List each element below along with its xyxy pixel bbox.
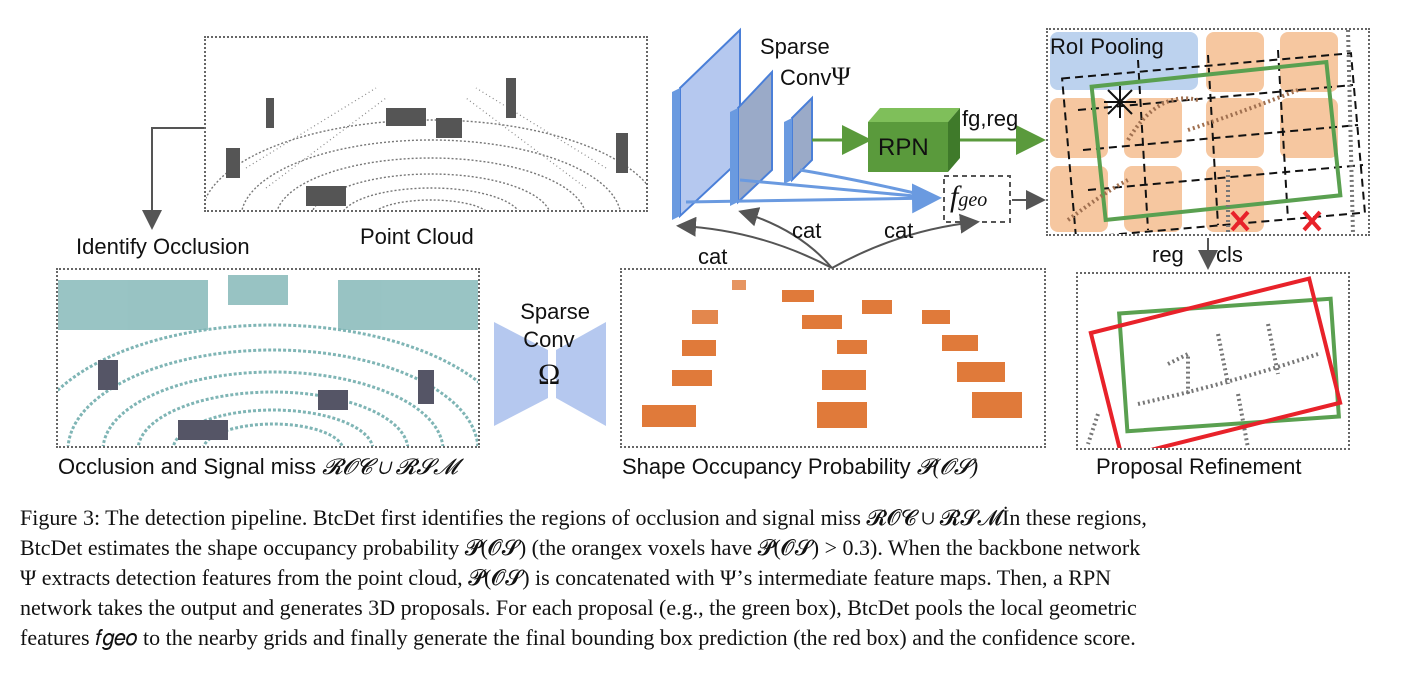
sparse-conv-omega-text: Sparse Conv (520, 299, 590, 352)
network-diagram (142, 27, 1218, 426)
f-geo-label: fgeo (950, 180, 987, 214)
reject-x-icons (1230, 210, 1322, 232)
shape-occupancy-caption-text: Shape Occupancy Probability (622, 454, 917, 479)
shape-occupancy-caption-math: 𝓟(𝓞𝓢) (916, 454, 979, 479)
occlusion-caption-text: Occlusion and Signal miss (58, 454, 323, 479)
cat-label-3: cat (884, 218, 914, 243)
sparse-conv-psi-label: Sparse (760, 34, 830, 59)
f-geo-subscript: geo (958, 189, 988, 211)
caption-line-2: BtcDet estimates the shape occupancy pro… (20, 535, 1141, 560)
feature-block-2 (730, 69, 773, 206)
shape-occupancy-image (642, 280, 1022, 428)
caption-line-1: Figure 3: The detection pipeline. BtcDet… (20, 505, 1147, 530)
omega-symbol: Ω (538, 358, 561, 391)
f-geo-symbol: f (950, 180, 959, 213)
cat-label-1: cat (698, 244, 728, 269)
occlusion-panel (56, 268, 480, 448)
caption-line-5: features 𝑓𝑔𝑒𝑜 to the nearby grids and fi… (20, 625, 1136, 650)
roi-pooling-panel (1046, 28, 1370, 236)
figure-caption: Figure 3: The detection pipeline. BtcDet… (20, 503, 1410, 653)
conv-psi-text: Conv (780, 65, 832, 90)
occlusion-image (58, 275, 478, 446)
sparse-conv-omega-block (494, 322, 606, 426)
proposal-refinement-panel (1076, 272, 1350, 450)
rpn-label: RPN (878, 134, 929, 161)
rpn-block (868, 108, 960, 172)
cls-label: cls (1216, 242, 1243, 267)
shape-occupancy-caption-label: Shape Occupancy Probability 𝓟(𝓞𝓢) (622, 454, 978, 480)
fg-reg-label: fg,reg (962, 106, 1019, 131)
occlusion-caption-label: Occlusion and Signal miss 𝓡𝓞𝓒 ∪ 𝓡𝓢𝓜 (58, 454, 458, 480)
point-cloud-panel (204, 36, 648, 212)
shape-occupancy-panel (620, 268, 1046, 448)
feature-block-3 (784, 95, 813, 184)
point-cloud-label: Point Cloud (360, 224, 474, 249)
roi-pooling-label: RoI Pooling (1050, 34, 1164, 59)
psi-symbol: Ψ (831, 62, 851, 91)
proposal-refinement-label: Proposal Refinement (1096, 454, 1302, 479)
conv-psi-label: ConvΨ (780, 62, 851, 92)
feature-block-1 (672, 27, 741, 220)
sparse-conv-omega-label: Sparse Conv (508, 270, 590, 354)
caption-line-4: network takes the output and generates 3… (20, 595, 1137, 620)
caption-line-3: Ψ extracts detection features from the p… (20, 565, 1112, 590)
cat-label-2: cat (792, 218, 822, 243)
roi-pooling-image (1050, 30, 1367, 234)
point-cloud-image (206, 78, 646, 210)
proposal-refinement-image (1086, 276, 1343, 448)
reg-label: reg (1152, 242, 1184, 267)
occlusion-caption-math: 𝓡𝓞𝓒 ∪ 𝓡𝓢𝓜 (322, 454, 458, 479)
identify-occlusion-label: Identify Occlusion (76, 234, 250, 259)
